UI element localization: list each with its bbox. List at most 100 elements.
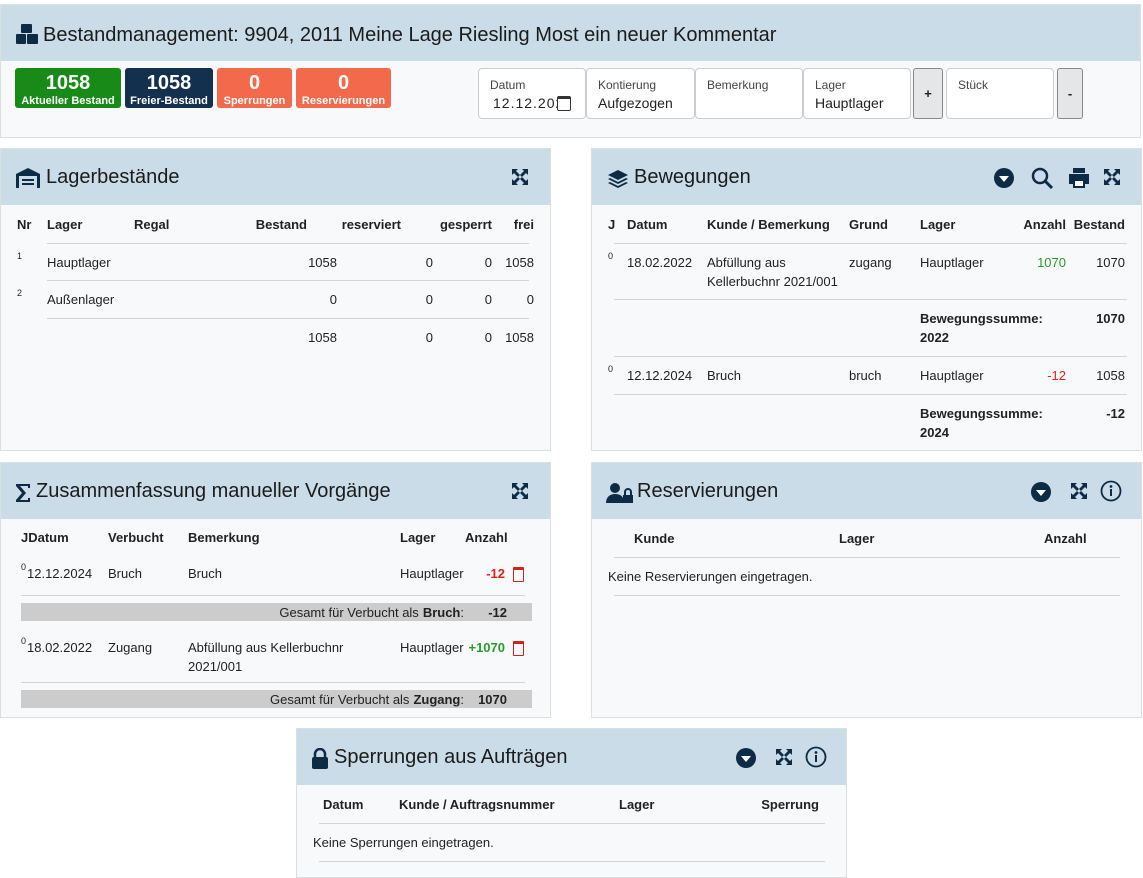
header-bar bbox=[1, 5, 1140, 61]
button[interactable]: + bbox=[913, 68, 943, 119]
column-header: Lager bbox=[47, 217, 83, 232]
cell: zugang bbox=[849, 255, 892, 270]
column-header: Anzahl bbox=[1023, 217, 1066, 232]
column-header: Kunde / Auftragsnummer bbox=[399, 797, 555, 812]
cell: 0 bbox=[425, 255, 433, 270]
row-number: 2 bbox=[17, 288, 23, 298]
info-button[interactable] bbox=[1100, 480, 1122, 502]
empty-message: Keine Sperrungen eingetragen. bbox=[313, 835, 494, 850]
expand-button[interactable] bbox=[1102, 167, 1122, 187]
badge-label: Aktueller Bestand bbox=[21, 95, 115, 107]
input-field[interactable]: Bemerkung bbox=[695, 68, 803, 119]
column-header: Lager bbox=[839, 531, 875, 546]
row-number: 0 bbox=[21, 636, 27, 646]
cell: 1058 bbox=[308, 255, 337, 270]
field-value: Aufgezogen bbox=[598, 95, 673, 111]
input-field[interactable]: Stück bbox=[946, 68, 1054, 119]
cell: 0 bbox=[425, 292, 433, 307]
panel-title: Reservierungen bbox=[637, 480, 779, 502]
row-divider bbox=[614, 557, 1120, 558]
column-header: reserviert bbox=[341, 217, 401, 232]
sum-part: Gesamt für Verbucht als bbox=[279, 605, 419, 620]
cell: Hauptlager bbox=[400, 640, 464, 655]
column-header: Lager bbox=[920, 217, 956, 232]
total-cell: 1058 bbox=[505, 330, 534, 345]
dropdown-button[interactable] bbox=[993, 167, 1015, 189]
print-button[interactable] bbox=[1068, 167, 1090, 189]
delete-button[interactable] bbox=[513, 641, 524, 656]
row-divider bbox=[21, 595, 525, 596]
row-divider bbox=[319, 861, 825, 862]
cell: Abfüllung aus Kellerbuchnr 2021/001 bbox=[707, 255, 838, 289]
panel-title: Zusammenfassung manueller Vorgänge bbox=[36, 480, 391, 502]
page-title: Bestandmanagement: 9904, 2011 Meine Lage… bbox=[43, 24, 777, 46]
input-field[interactable]: Datum 12.12.2024 bbox=[478, 68, 586, 119]
field-value: 12.12.2024 bbox=[493, 95, 557, 111]
cell: 1070 bbox=[1037, 255, 1066, 270]
sum-text: Gesamt für Verbucht als Zugang: bbox=[270, 692, 464, 707]
badge-value: 0 bbox=[337, 72, 350, 94]
column-header: Verbucht bbox=[108, 530, 164, 545]
reservierungen-panel: Reservierungen Kunde Lager Anzahl Keine Res… bbox=[591, 462, 1142, 718]
sum-value: 1070 bbox=[1096, 311, 1125, 326]
expand-button[interactable] bbox=[510, 167, 530, 187]
button[interactable]: - bbox=[1057, 68, 1083, 119]
panel-header bbox=[1, 463, 550, 519]
cell: Bruch bbox=[188, 566, 222, 581]
info-button[interactable] bbox=[805, 746, 827, 768]
column-header: gesperrt bbox=[439, 217, 492, 232]
sum-part: Gesamt für Verbucht als bbox=[269, 692, 410, 707]
expand-button[interactable] bbox=[510, 481, 530, 501]
total-cell: 1058 bbox=[308, 330, 337, 345]
calendar-icon bbox=[557, 96, 571, 111]
field-value: Hauptlager bbox=[815, 95, 884, 111]
dropdown-button[interactable] bbox=[1030, 481, 1052, 503]
layers-icon bbox=[608, 170, 628, 188]
expand-button[interactable] bbox=[1069, 481, 1089, 501]
column-header: Sperrung bbox=[761, 797, 819, 812]
cell: Zugang bbox=[108, 640, 153, 655]
cell: -12 bbox=[1047, 368, 1066, 383]
cell: 0 bbox=[484, 292, 492, 307]
column-header: Kunde bbox=[634, 531, 675, 546]
search-button[interactable] bbox=[1030, 166, 1054, 190]
badge-value: 1058 bbox=[146, 72, 192, 94]
row-divider bbox=[614, 356, 1127, 357]
row-divider bbox=[47, 243, 529, 244]
cell: -12 bbox=[486, 566, 505, 581]
cell: Hauptlager bbox=[920, 368, 984, 383]
sum-value: -12 bbox=[488, 605, 507, 620]
cell: 1070 bbox=[1096, 255, 1125, 270]
cell: Hauptlager bbox=[920, 255, 984, 270]
input-field[interactable]: Kontierung Aufgezogen bbox=[586, 68, 695, 119]
expand-button[interactable] bbox=[774, 747, 794, 767]
cell: Hauptlager bbox=[47, 255, 111, 270]
input-field[interactable]: Lager Hauptlager bbox=[803, 68, 911, 119]
cell: Bruch bbox=[108, 566, 142, 581]
sum-part: Zugang bbox=[413, 692, 461, 707]
column-header: J bbox=[608, 217, 616, 232]
cell: 0 bbox=[329, 292, 337, 307]
sum-text: Gesamt für Verbucht als Bruch: bbox=[279, 605, 464, 620]
cell: 12.12.2024 bbox=[27, 566, 93, 581]
sum-part: Bruch bbox=[422, 605, 461, 620]
delete-button[interactable] bbox=[513, 567, 524, 582]
badge-label: Reservierungen bbox=[301, 95, 386, 107]
panel-title: Sperrungen aus Aufträgen bbox=[334, 746, 568, 768]
total-cell: 0 bbox=[425, 330, 433, 345]
cell: +1070 bbox=[468, 640, 505, 655]
sum-label: Bewegungssumme: 2024 bbox=[920, 406, 1043, 440]
field-label: Kontierung bbox=[598, 78, 657, 92]
total-cell: 0 bbox=[484, 330, 492, 345]
sum-row: Gesamt für Verbucht als Bruch: -12 bbox=[21, 603, 532, 621]
lager-panel: Lagerbestände Nr Lager Regal Bestand reservi… bbox=[0, 148, 551, 451]
boxes-icon bbox=[16, 24, 38, 44]
cell: 1058 bbox=[1096, 368, 1125, 383]
column-header: Regal bbox=[134, 217, 170, 232]
column-header: Datum bbox=[627, 217, 668, 232]
dropdown-button[interactable] bbox=[735, 747, 757, 769]
cell: bruch bbox=[849, 368, 882, 383]
row-divider bbox=[614, 299, 1127, 300]
row-number: 0 bbox=[21, 562, 27, 572]
